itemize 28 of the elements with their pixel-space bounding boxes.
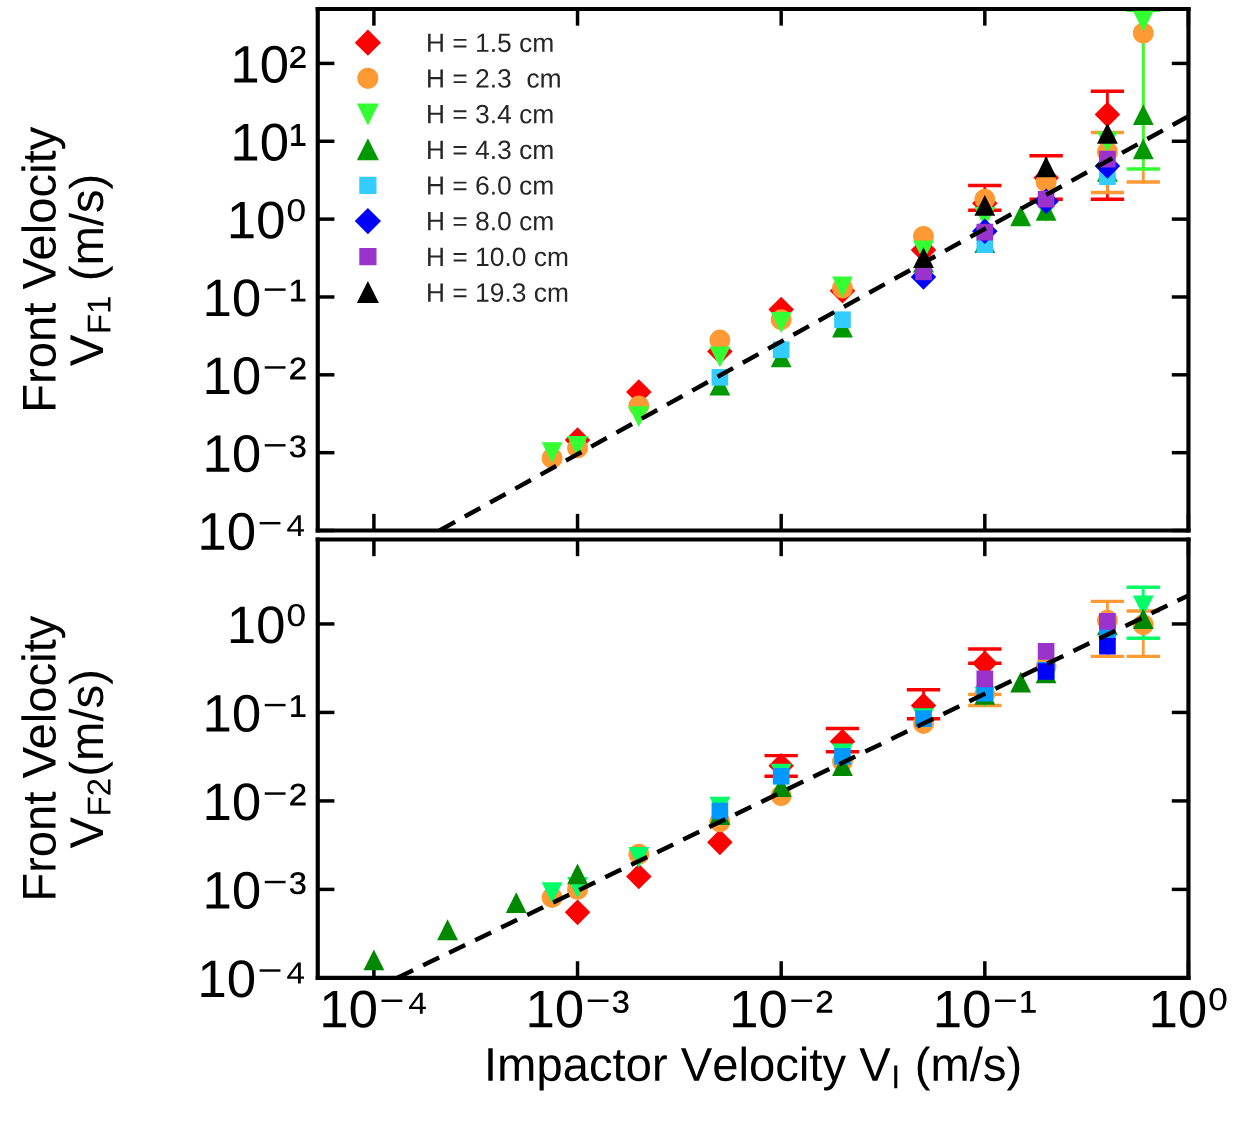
legend-label: H = 19.3 cm bbox=[428, 283, 568, 302]
legend-label: H = 4.3 cm bbox=[428, 140, 553, 160]
legend-label: H = 10.0 cm bbox=[428, 247, 568, 267]
legend-label: H = 8.0 cm bbox=[428, 211, 553, 231]
y-tick-label: 10² bbox=[234, 45, 306, 84]
y-axis-title: Front Velocity V$_{F1}$ (m/s) bbox=[21, 126, 113, 409]
y-tick-label: 10⁻¹ bbox=[206, 279, 306, 317]
y-tick-label: 10⁻³ bbox=[206, 434, 306, 473]
x-tick-label: 10⁰ bbox=[1152, 988, 1227, 1028]
y-tick-label: 10⁰ bbox=[230, 603, 305, 644]
legend-label: H = 3.4 cm bbox=[428, 104, 553, 124]
y-tick-label: 10⁻⁴ bbox=[201, 960, 305, 998]
x-tick-label: 10⁻⁴ bbox=[323, 990, 426, 1028]
legend-label: H = 2.3 cm bbox=[428, 69, 560, 88]
y-tick-label: 10⁻² bbox=[206, 357, 306, 395]
y-tick-label: 10⁻⁴ bbox=[201, 512, 305, 551]
x-tick-label: 10⁻¹ bbox=[936, 990, 1036, 1028]
y-tick-label: 10⁻² bbox=[206, 783, 306, 821]
y-tick-label: 10⁻³ bbox=[206, 871, 306, 910]
y-axis-title: Front Velocity V$_{F2}$(m/s) bbox=[21, 615, 113, 898]
legend-label: H = 6.0 cm bbox=[428, 176, 553, 195]
y-tick-label: 10⁰ bbox=[230, 199, 305, 239]
legend-label: H = 1.5 cm bbox=[428, 33, 553, 53]
y-tick-label: 10¹ bbox=[234, 123, 306, 161]
y-tick-label: 10⁻¹ bbox=[206, 694, 306, 733]
x-tick-label: 10⁻² bbox=[733, 990, 833, 1028]
x-tick-label: 10⁻³ bbox=[529, 990, 629, 1028]
x-axis-title: Impactor Velocity V$_{I}$ (m/s) bbox=[488, 1046, 1020, 1091]
